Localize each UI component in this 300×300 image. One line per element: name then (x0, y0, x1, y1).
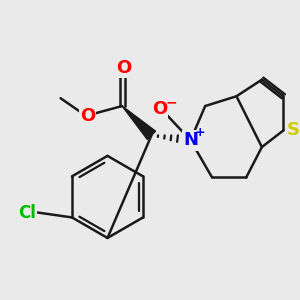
Text: +: + (195, 126, 206, 139)
Text: O: O (152, 100, 167, 118)
Polygon shape (122, 106, 156, 140)
Text: O: O (80, 107, 96, 125)
Text: O: O (116, 59, 132, 77)
Text: −: − (165, 95, 177, 109)
Text: Cl: Cl (18, 203, 36, 221)
Text: S: S (286, 122, 299, 140)
Text: N: N (183, 131, 198, 149)
